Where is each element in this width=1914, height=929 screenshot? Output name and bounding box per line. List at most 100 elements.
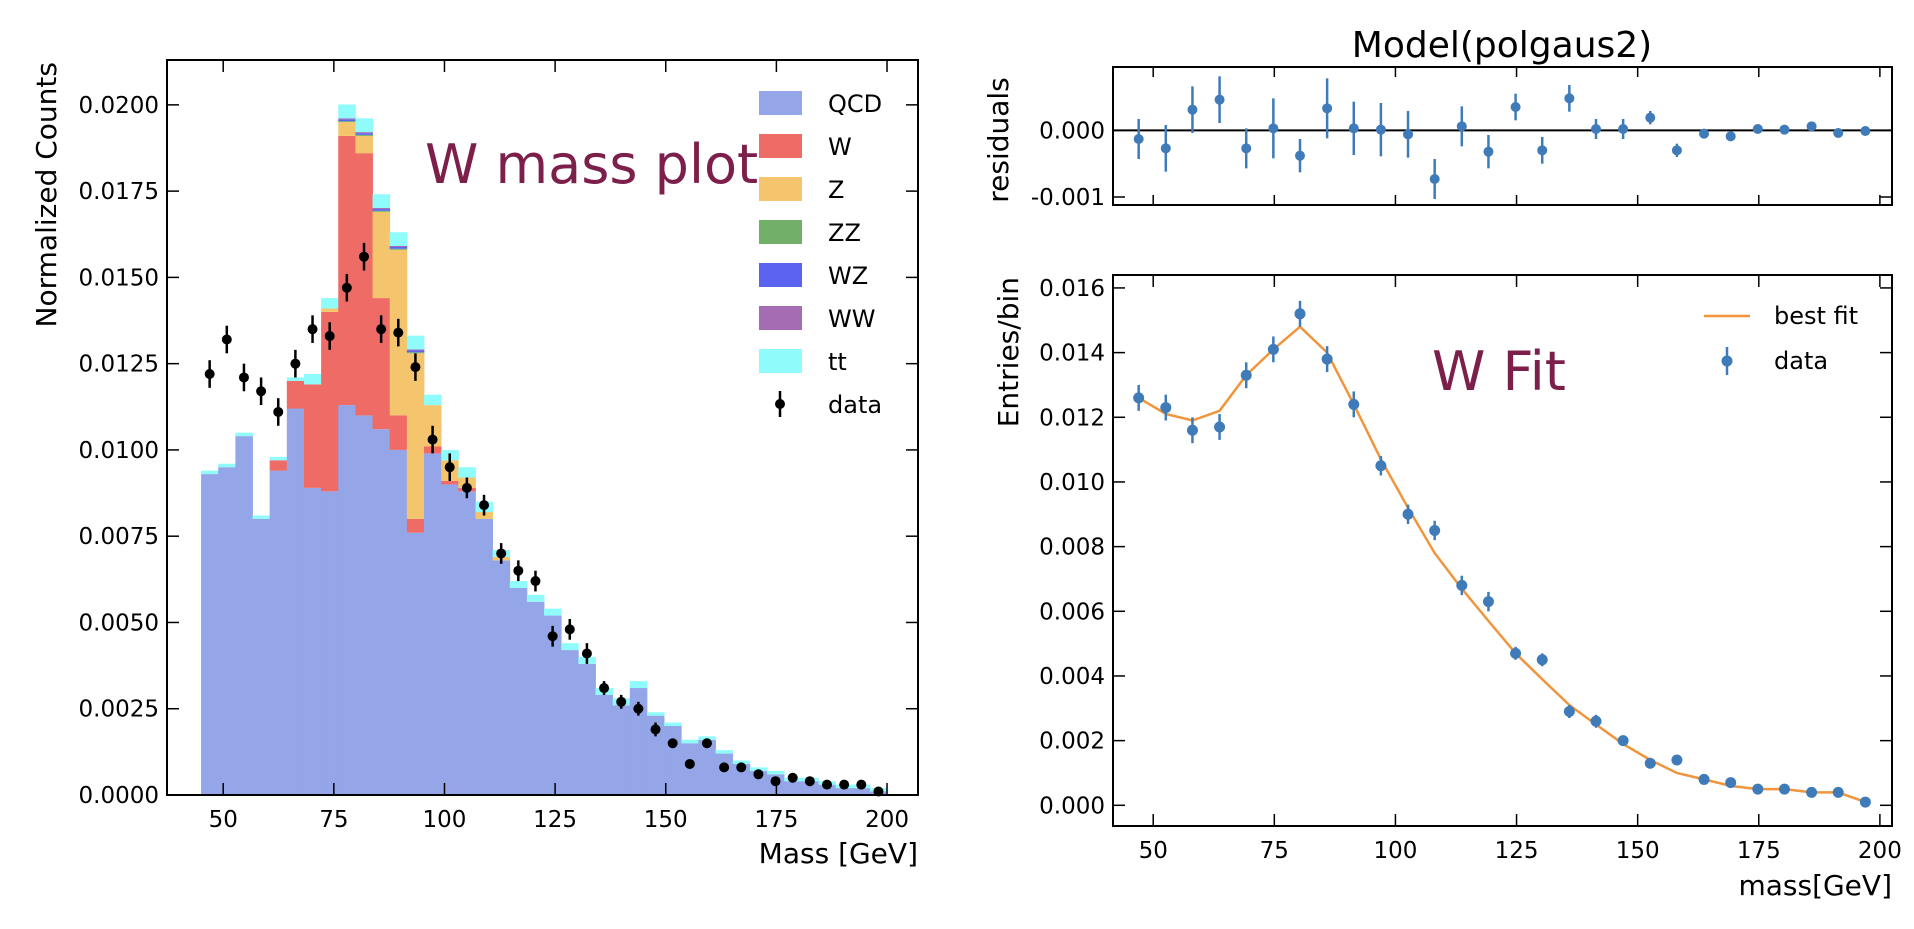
data-point — [1806, 786, 1818, 798]
hist-bar — [526, 594, 545, 602]
hist-bar — [406, 335, 425, 350]
legend-label: WZ — [828, 262, 868, 290]
hist-bar — [612, 705, 631, 795]
data-point — [1456, 579, 1468, 591]
data-point — [1321, 353, 1333, 365]
hist-bar — [321, 491, 339, 795]
data-point — [770, 776, 781, 787]
data-point — [1348, 398, 1360, 410]
data-point — [1429, 524, 1441, 536]
x-tick-label: 150 — [644, 807, 688, 833]
data-point — [1806, 121, 1817, 132]
legend-label: QCD — [828, 90, 882, 118]
data-point — [1698, 773, 1710, 785]
data-point — [358, 251, 369, 262]
data-point — [1483, 146, 1494, 157]
hist-bar — [338, 405, 356, 795]
hist-bar — [509, 587, 528, 795]
y-tick-label: 0.0200 — [79, 93, 159, 119]
hist-bar — [492, 560, 511, 795]
data-point — [667, 738, 678, 749]
data-point — [804, 776, 815, 787]
legend-swatch — [759, 177, 802, 201]
data-point — [753, 769, 764, 780]
hist-bar — [321, 311, 339, 492]
hist-bar — [303, 374, 322, 385]
annotation: W mass plot — [425, 133, 758, 196]
data-point — [1752, 124, 1763, 134]
x-tick-label: 75 — [1260, 838, 1289, 864]
data-point — [1186, 424, 1198, 436]
data-point — [822, 779, 833, 790]
hist-bar — [372, 211, 391, 299]
plot-frame — [1112, 274, 1893, 827]
data-point — [1133, 392, 1145, 404]
hist-bar — [338, 104, 356, 119]
hist-bar — [389, 449, 408, 795]
data-point — [1725, 777, 1737, 789]
legend-swatch — [759, 134, 802, 158]
hist-bar — [681, 743, 699, 795]
data-point — [1563, 706, 1575, 718]
data-point — [1160, 143, 1171, 154]
hist-bar — [338, 135, 356, 406]
hist-bar — [766, 770, 785, 775]
y-axis-label: Normalized Counts — [30, 62, 63, 327]
hist-bar — [286, 377, 305, 381]
hist-bar — [406, 352, 425, 354]
legend-swatch — [759, 263, 802, 287]
data-point — [839, 779, 850, 790]
hist-bar — [629, 681, 648, 689]
data-point — [496, 548, 507, 559]
data-point — [461, 482, 472, 493]
hist-bar — [406, 518, 425, 533]
data-point — [376, 324, 387, 335]
hist-bar — [664, 722, 682, 726]
x-tick-label: 50 — [1139, 838, 1168, 864]
data-point — [1779, 124, 1790, 135]
hist-bar — [338, 118, 356, 120]
hist-bar — [681, 739, 699, 744]
legend-label: data — [1774, 347, 1828, 375]
legend-marker — [775, 399, 785, 409]
x-tick-label: 175 — [1737, 838, 1781, 864]
data-point — [1590, 715, 1602, 727]
hist-bar — [698, 739, 716, 795]
y-tick-label: 0.014 — [1039, 341, 1105, 367]
data-point — [1564, 93, 1575, 104]
hist-bar — [424, 394, 442, 406]
data-point — [221, 334, 232, 345]
data-point — [1860, 126, 1871, 136]
y-tick-label: 0.006 — [1039, 599, 1105, 625]
data-point — [1214, 421, 1226, 433]
hist-bar — [235, 436, 253, 795]
y-axis-label: Entries/bin — [992, 277, 1025, 427]
legend-label: Z — [828, 176, 844, 204]
data-point — [479, 500, 490, 511]
hist-bar — [252, 515, 271, 519]
hist-bar — [355, 135, 373, 154]
data-point — [341, 282, 352, 293]
hist-bar — [544, 615, 562, 795]
data-point — [1160, 402, 1172, 414]
data-point — [1267, 343, 1279, 355]
hist-bar — [338, 121, 356, 123]
hist-bar — [252, 518, 271, 795]
y-tick-label: 0.000 — [1039, 118, 1105, 144]
data-point — [1214, 94, 1225, 105]
hist-bar — [852, 788, 871, 795]
hist-bar — [235, 432, 253, 437]
legend-swatch — [759, 91, 802, 115]
data-point — [1510, 647, 1522, 659]
hist-bar — [321, 298, 339, 309]
x-axis-label: Mass [GeV] — [759, 837, 918, 870]
data-point — [1833, 128, 1844, 138]
y-tick-label: 0.0100 — [79, 438, 159, 464]
data-point — [1671, 145, 1682, 156]
data-point — [581, 648, 592, 659]
data-point — [393, 327, 404, 338]
y-tick-label: 0.0075 — [79, 524, 159, 550]
x-tick-label: 200 — [1858, 838, 1902, 864]
data-point — [599, 683, 610, 694]
hist-bar — [355, 132, 373, 134]
